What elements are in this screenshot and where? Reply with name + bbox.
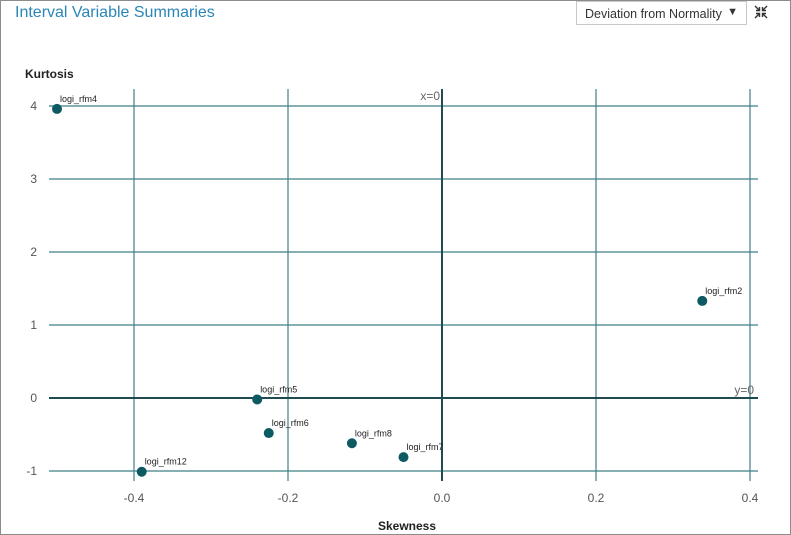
y-tick-label: 0 [30,391,37,405]
point-label: logi_rfm5 [260,384,297,394]
y-tick-label: 4 [30,99,37,113]
x-tick-label: 0.4 [742,491,759,505]
collapse-arrows-icon-graphic [754,5,768,19]
data-point-logi_rfm2[interactable] [697,295,708,306]
point-label: logi_rfm8 [355,428,392,438]
triangle-down-icon: ▼ [727,6,738,18]
point-label: logi_rfm4 [60,94,97,104]
y-reference-label: y=0 [734,383,754,397]
data-point-logi_rfm7[interactable] [398,452,409,463]
y-axis-label: Kurtosis [25,67,74,81]
collapse-arrows-icon[interactable] [753,4,769,20]
dropdown-value: Deviation from Normality [585,7,722,21]
data-point-logi_rfm12[interactable] [136,466,147,477]
x-axis-label: Skewness [378,519,436,533]
data-point-logi_rfm8[interactable] [346,438,357,449]
panel-title: Interval Variable Summaries [15,4,215,21]
point-label: logi_rfm2 [705,286,742,296]
x-tick-label: 0.2 [588,491,605,505]
data-point-logi_rfm5[interactable] [252,394,263,405]
data-point-logi_rfm6[interactable] [263,428,274,439]
statistic-dropdown[interactable]: Deviation from Normality ▼ [576,1,747,25]
y-tick-label: 2 [30,245,37,259]
point-label: logi_rfm6 [272,418,309,428]
y-tick-label: 3 [30,172,37,186]
point-label: logi_rfm12 [145,457,187,467]
x-tick-label: -0.2 [278,491,299,505]
x-tick-label: -0.4 [124,491,145,505]
data-point-logi_rfm4[interactable] [52,103,62,114]
point-label: logi_rfm7 [407,442,444,452]
y-tick-label: 1 [30,318,37,332]
y-tick-label: -1 [26,464,37,478]
x-reference-label: x=0 [420,89,440,103]
x-tick-label: 0.0 [434,491,451,505]
